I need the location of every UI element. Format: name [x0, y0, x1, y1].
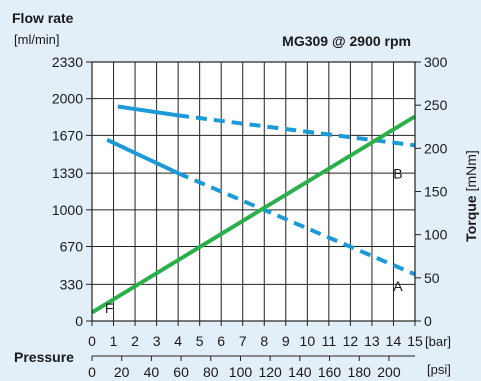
right-tick-label: 150 — [424, 184, 448, 200]
x2-tick-label: 0 — [88, 364, 96, 380]
x2-tick-label: 160 — [318, 364, 342, 380]
left-tick-label: 0 — [75, 313, 83, 329]
x2-tick-label: 100 — [229, 364, 253, 380]
right-axis-title: Torque [mNm] — [463, 150, 479, 242]
series-label-B: B — [393, 166, 402, 182]
x2-axis-unit: [psi] — [427, 362, 451, 377]
x-tick-label: 4 — [174, 333, 182, 349]
x2-tick-label: 200 — [377, 364, 401, 380]
x2-tick-label: 80 — [203, 364, 219, 380]
left-tick-label: 2330 — [52, 54, 83, 70]
series-A-dashed — [177, 171, 416, 277]
left-axis-unit: [ml/min] — [14, 32, 60, 47]
x-tick-label: 2 — [131, 333, 139, 349]
x-tick-label: 11 — [322, 333, 337, 349]
right-tick-label: 200 — [424, 140, 448, 156]
series-label-F: F — [105, 300, 114, 316]
x-tick-label: 7 — [239, 333, 247, 349]
x2-tick-label: 20 — [114, 364, 130, 380]
left-tick-label: 1330 — [52, 165, 83, 181]
left-tick-label: 670 — [60, 239, 84, 255]
x2-tick-label: 60 — [173, 364, 189, 380]
series-layer — [90, 104, 417, 315]
x2-tick-label: 120 — [258, 364, 282, 380]
left-tick-label: 330 — [60, 276, 84, 292]
right-tick-label: 300 — [424, 54, 448, 70]
x-tick-label: 3 — [153, 333, 161, 349]
x-tick-label: 0 — [88, 333, 96, 349]
right-tick-label: 50 — [424, 270, 440, 286]
x2-tick-label: 140 — [288, 364, 312, 380]
x-tick-label: 13 — [364, 333, 380, 349]
left-tick-label: 2000 — [52, 91, 83, 107]
x-tick-label: 1 — [110, 333, 118, 349]
series-label-A: A — [393, 278, 403, 294]
right-tick-label: 0 — [424, 313, 432, 329]
chart-title: MG309 @ 2900 rpm — [282, 33, 411, 49]
x-tick-label: 15 — [407, 333, 423, 349]
series-B-solid — [117, 104, 179, 118]
right-tick-label: 100 — [424, 227, 448, 243]
left-tick-label: 1000 — [52, 202, 83, 218]
left-axis-label: Flow rate — [12, 10, 74, 26]
labels: Flow rate [ml/min] MG309 @ 2900 rpm Pres… — [12, 10, 479, 377]
x-tick-label: 8 — [260, 333, 268, 349]
x2-tick-label: 180 — [348, 364, 372, 380]
right-tick-label: 250 — [424, 97, 448, 113]
series-A-solid — [106, 137, 179, 176]
right-axis-unit: [mNm] — [463, 150, 479, 191]
x-tick-label: 12 — [343, 333, 359, 349]
x-tick-label: 5 — [196, 333, 204, 349]
x-tick-label: 6 — [217, 333, 225, 349]
x-tick-label: 9 — [282, 333, 290, 349]
right-axis-label: Torque — [463, 195, 479, 242]
x-axis-unit: [bar] — [425, 334, 451, 349]
x2-tick-label: 40 — [144, 364, 160, 380]
x-axis-label: Pressure — [14, 349, 74, 365]
series-F-solid — [90, 114, 417, 315]
x-tick-label: 10 — [300, 333, 316, 349]
left-tick-label: 1670 — [52, 127, 83, 143]
axes: 0330670100013301670200023300501001502002… — [52, 54, 448, 380]
x-tick-label: 14 — [386, 333, 402, 349]
